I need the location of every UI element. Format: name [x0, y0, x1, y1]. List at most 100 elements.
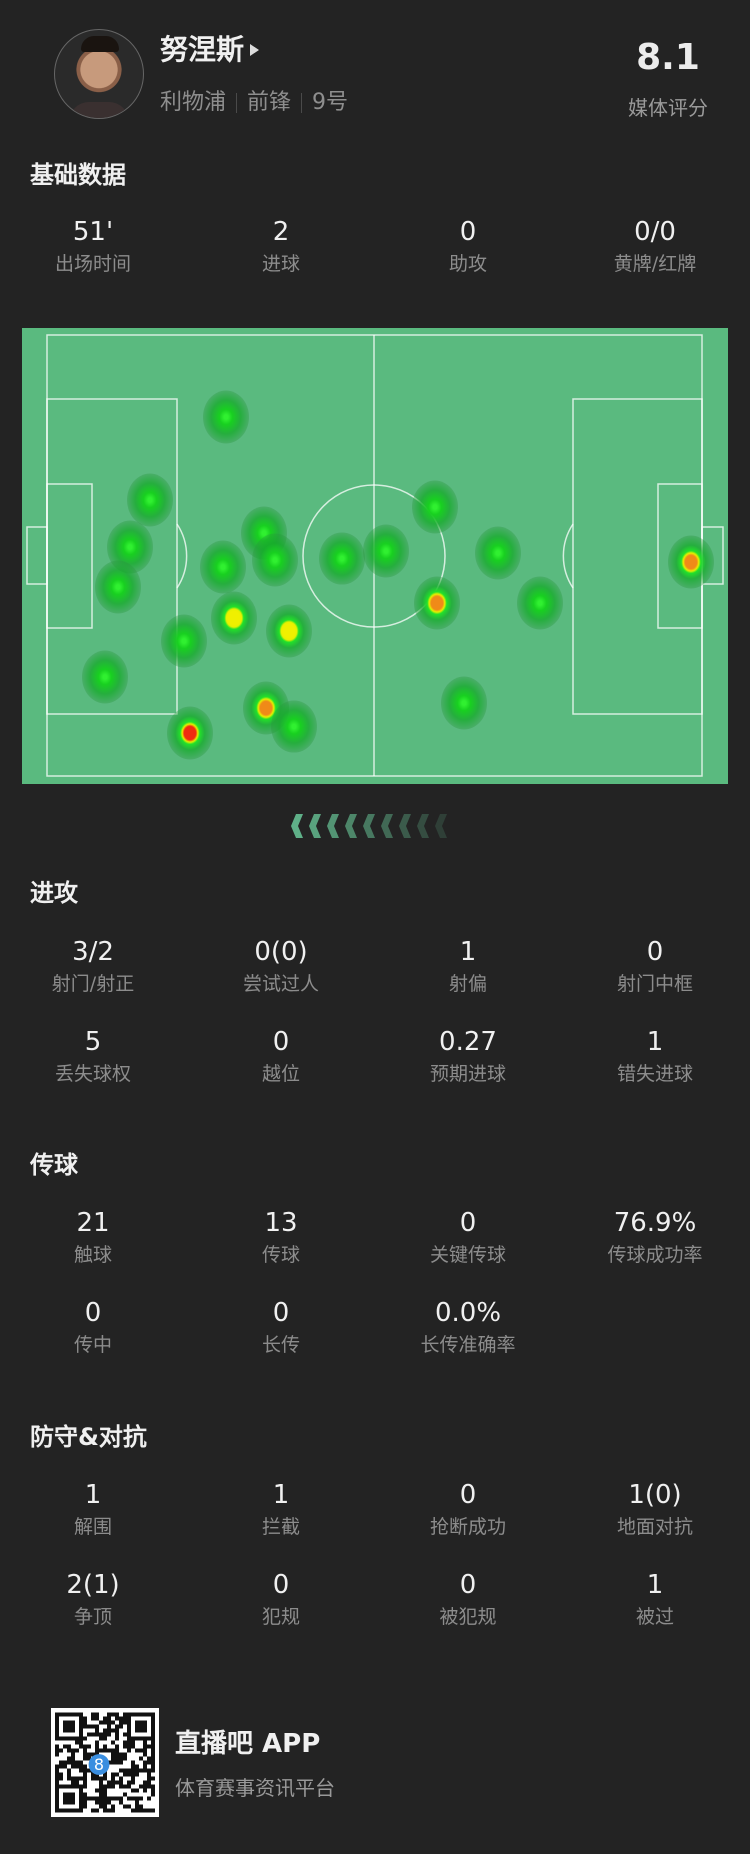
heat-spot — [265, 604, 312, 658]
chevron-mark — [399, 814, 411, 838]
stat-value: 51' — [72, 217, 114, 247]
stat-value: 3/2 — [72, 937, 114, 967]
stat-label: 被犯规 — [439, 1606, 497, 1628]
heat-spot — [270, 700, 317, 754]
team-name: 利物浦 — [160, 90, 227, 115]
stat-value: 1(0) — [628, 1480, 682, 1510]
stat-value: 0 — [459, 1480, 477, 1510]
stat-passing-1: 13 传球 — [187, 1207, 375, 1268]
stat-value: 2(1) — [66, 1570, 120, 1600]
section-title-defense: 防守&对抗 — [30, 1423, 147, 1451]
stat-defense-5: 0 犯规 — [187, 1569, 375, 1630]
heat-spot — [251, 533, 298, 587]
stat-value: 0(0) — [254, 937, 308, 967]
stat-value: 0 — [272, 1570, 290, 1600]
stat-defense-1: 1 拦截 — [187, 1479, 375, 1540]
stat-label: 长传准确率 — [420, 1334, 516, 1356]
chevron-mark — [417, 814, 429, 838]
qr-logo-badge: 8 — [94, 1755, 104, 1774]
stat-value: 0.0% — [434, 1298, 502, 1328]
stat-defense-4: 2(1) 争顶 — [0, 1569, 187, 1630]
heat-spot — [414, 576, 461, 630]
heat-spot — [440, 676, 487, 730]
divider — [301, 93, 303, 113]
stat-passing-0: 21 触球 — [0, 1207, 187, 1268]
section-title-attack: 进攻 — [30, 879, 78, 907]
heat-spot — [412, 480, 459, 534]
chevron-mark — [345, 814, 357, 838]
stat-value: 5 — [84, 1027, 102, 1057]
chevron-mark — [381, 814, 393, 838]
stat-defense-6: 0 被犯规 — [374, 1569, 562, 1630]
stat-passing-6: 0.0% 长传准确率 — [374, 1297, 562, 1358]
stat-attack-0: 3/2 射门/射正 — [0, 936, 187, 997]
heat-spot — [475, 526, 522, 580]
heat-spot — [363, 524, 410, 578]
stat-attack-1: 0(0) 尝试过人 — [187, 936, 375, 997]
stat-value: 1 — [84, 1480, 102, 1510]
chevron-mark — [291, 814, 303, 838]
stat-value: 0 — [459, 1570, 477, 1600]
stat-label: 犯规 — [261, 1606, 300, 1628]
divider — [236, 93, 238, 113]
stat-label: 长传 — [261, 1334, 300, 1356]
stat-label: 传球 — [261, 1244, 300, 1266]
stat-label: 被过 — [635, 1606, 674, 1628]
stat-label: 触球 — [73, 1244, 112, 1266]
stat-label: 抢断成功 — [429, 1516, 506, 1538]
player-name-link[interactable]: 努涅斯 — [160, 32, 260, 68]
chevron-left-icon[interactable] — [287, 812, 467, 840]
heat-spot — [203, 390, 250, 444]
stat-label: 出场时间 — [54, 253, 131, 275]
heat-spot — [211, 591, 258, 645]
stat-defense-2: 0 抢断成功 — [374, 1479, 562, 1540]
stat-attack-6: 0.27 预期进球 — [374, 1026, 562, 1087]
section-title-passing: 传球 — [30, 1151, 78, 1179]
qr-code: 8 — [51, 1708, 159, 1817]
stat-label: 错失进球 — [616, 1063, 693, 1085]
stat-value: 0 — [459, 217, 477, 247]
app-tagline: 体育赛事资讯平台 — [175, 1776, 335, 1800]
stat-passing-3: 76.9% 传球成功率 — [561, 1207, 749, 1268]
stat-label: 预期进球 — [429, 1063, 506, 1085]
stat-label: 尝试过人 — [242, 973, 319, 995]
stat-label: 传中 — [73, 1334, 112, 1356]
rating-value: 8.1 — [636, 37, 700, 78]
player-name: 努涅斯 — [160, 33, 245, 66]
stat-value: 0.27 — [439, 1027, 497, 1057]
stat-label: 地面对抗 — [616, 1516, 693, 1538]
stat-label: 助攻 — [448, 253, 487, 275]
heat-spot — [166, 706, 213, 760]
stat-attack-5: 0 越位 — [187, 1026, 375, 1087]
stat-value: 0 — [272, 1298, 290, 1328]
stat-passing-4: 0 传中 — [0, 1297, 187, 1358]
stat-label: 争顶 — [73, 1606, 112, 1628]
stat-attack-7: 1 错失进球 — [561, 1026, 749, 1087]
stat-label: 进球 — [261, 253, 300, 275]
chevron-mark — [363, 814, 375, 838]
player-info: 利物浦 前锋 9号 — [160, 89, 348, 117]
stat-value: 13 — [264, 1208, 298, 1238]
stat-label: 越位 — [261, 1063, 300, 1085]
shirt-number: 9号 — [312, 90, 349, 115]
stat-basic-3: 0/0 黄牌/红牌 — [561, 216, 749, 277]
stat-value: 21 — [76, 1208, 110, 1238]
stat-value: 0 — [84, 1298, 102, 1328]
stat-label: 射门中框 — [616, 973, 693, 995]
heat-spot — [667, 535, 714, 589]
heat-spot — [319, 532, 366, 586]
chevron-mark — [435, 814, 447, 838]
stat-defense-3: 1(0) 地面对抗 — [561, 1479, 749, 1540]
stat-label: 传球成功率 — [607, 1244, 703, 1266]
chevron-mark — [327, 814, 339, 838]
stat-value: 1 — [272, 1480, 290, 1510]
stat-label: 关键传球 — [429, 1244, 506, 1266]
stat-label: 丢失球权 — [54, 1063, 131, 1085]
heat-spot — [95, 560, 142, 614]
stat-basic-2: 0 助攻 — [374, 216, 562, 277]
stat-defense-0: 1 解围 — [0, 1479, 187, 1540]
rating-label: 媒体评分 — [628, 96, 708, 120]
stat-label: 解围 — [73, 1516, 112, 1538]
stat-attack-2: 1 射偏 — [374, 936, 562, 997]
heat-spot — [82, 650, 129, 704]
